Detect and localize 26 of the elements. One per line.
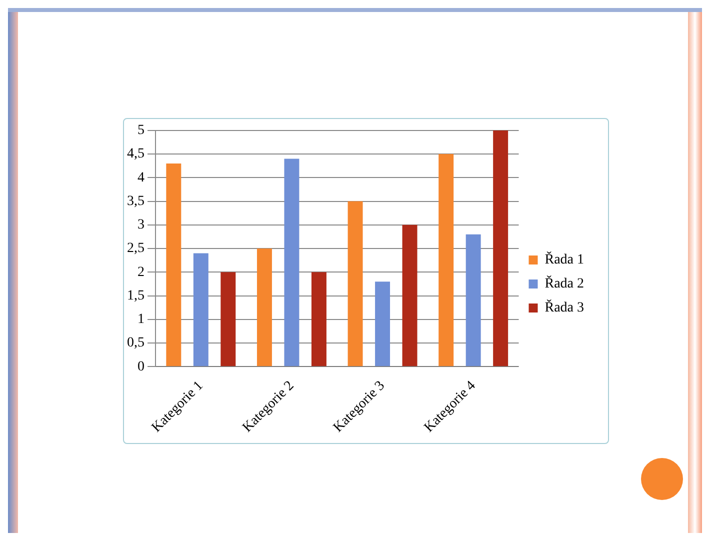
y-tick-label: 1: [138, 312, 144, 328]
legend-label: Řada 2: [544, 274, 584, 292]
y-tick-label: 4,5: [127, 146, 144, 162]
bar: [256, 248, 272, 366]
bar: [284, 158, 300, 366]
legend-label: Řada 3: [544, 298, 584, 316]
bar: [466, 234, 481, 366]
y-tick-label: 1,5: [127, 288, 144, 304]
y-tick-label: 2,5: [127, 241, 144, 256]
y-tick-label: 3,5: [127, 194, 144, 209]
bar: [220, 272, 236, 366]
y-tick-label: 5: [138, 123, 144, 138]
y-tick-label: 2: [138, 264, 144, 280]
y-tick-label: 0: [138, 359, 144, 374]
bar: [193, 253, 208, 366]
bar: [493, 130, 508, 366]
bar: [348, 201, 363, 366]
y-tick-label: 0,5: [127, 336, 144, 351]
bar: [375, 282, 390, 366]
bar: [438, 154, 454, 366]
legend-label: Řada 1: [544, 250, 584, 268]
bar: [311, 272, 326, 366]
bar: [166, 163, 182, 366]
y-tick-label: 4: [138, 170, 144, 186]
y-tick-label: 3: [138, 218, 144, 233]
bar: [402, 224, 418, 366]
